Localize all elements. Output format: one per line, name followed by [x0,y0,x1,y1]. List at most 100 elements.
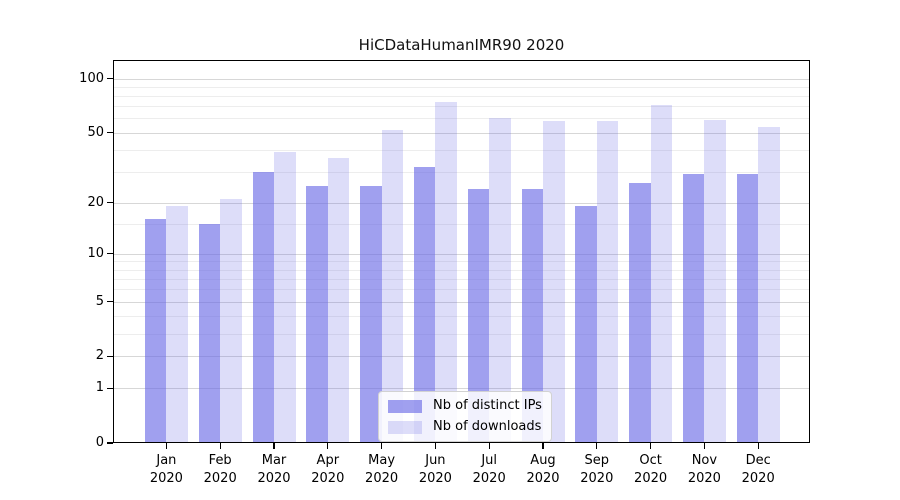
x-tick [596,443,598,449]
x-tick-label-line: 2020 [365,471,399,486]
y-tick-label: 5 [95,293,104,309]
x-tick-label: Jul 2020 [457,452,521,488]
x-tick-label: Aug 2020 [511,452,575,488]
x-tick-label: Jan 2020 [134,452,198,488]
x-tick-label-line: 2020 [472,471,506,486]
bar-downloads-may [381,129,404,443]
bar-downloads-apr [327,157,350,443]
x-tick-label-line: 2020 [203,471,237,486]
y-tick [107,78,113,80]
bar-downloads-jul [489,118,511,443]
x-tick-label-line: Mar [261,453,287,468]
y-tick [107,253,113,255]
y-tick-label: 1 [95,380,104,396]
gridline-major [113,78,810,80]
legend-label: Nb of downloads [433,419,542,434]
x-tick-label-line: 2020 [526,471,560,486]
y-tick [107,202,113,204]
bar-ips-jun [413,166,436,443]
legend: Nb of distinct IPs Nb of downloads [378,391,552,442]
bar-downloads-jun [435,102,457,443]
x-tick [488,443,490,449]
bar-downloads-nov [704,119,726,443]
x-tick-label-line: 2020 [311,471,345,486]
gridline-minor [113,118,810,120]
x-tick-label-line: Jun [425,453,446,468]
x-tick [650,443,652,449]
x-tick-label-line: 2020 [634,471,668,486]
y-tick [107,300,113,303]
y-tick [107,442,113,444]
bar-downloads-jan [166,206,188,443]
gridline-minor [113,96,810,98]
bar-ips-aug [521,188,543,443]
y-tick [107,131,113,134]
y-tick-label: 20 [87,194,104,210]
gridline-minor [113,224,810,226]
gridline-minor [113,315,810,317]
y-tick-label: 2 [95,348,104,364]
gridline-minor [113,261,810,263]
x-tick [434,443,436,449]
x-tick-label: Dec 2020 [726,452,790,488]
bar-downloads-feb [220,198,242,443]
x-tick-label: Sep 2020 [565,452,629,488]
gridline-major [113,132,810,134]
x-tick-label: Mar 2020 [242,452,306,488]
gridline-minor [113,269,810,271]
gridline-major [113,301,810,303]
x-tick [381,443,383,449]
bar-downloads-sep [596,121,619,443]
x-tick [273,443,275,449]
x-tick [327,443,329,449]
x-tick-label: Feb 2020 [188,452,252,488]
bar-ips-sep [575,206,597,443]
x-tick [542,443,544,449]
x-tick-label-line: 2020 [418,471,452,486]
y-tick-label: 10 [87,245,104,261]
legend-swatch-dark [388,399,422,413]
bar-ips-oct [629,182,651,443]
y-tick [107,355,113,357]
bar-ips-may [360,185,382,443]
x-tick-label-line: Aug [530,453,556,468]
x-tick-label-line: Feb [208,453,232,468]
plot-area [113,60,810,443]
bar-ips-feb [198,224,221,443]
y-tick-label: 100 [79,70,104,86]
bar-ips-mar [252,171,274,443]
x-tick [219,443,221,449]
x-tick-label-line: 2020 [580,471,614,486]
x-tick-label-line: Nov [691,453,718,468]
x-tick-label: Jun 2020 [403,452,467,488]
x-tick [757,443,759,449]
gridline-minor [113,289,810,291]
bar-ips-apr [306,185,328,443]
x-tick-label-line: Apr [316,453,340,468]
x-tick-label: Apr 2020 [296,452,360,488]
gridline-major [113,356,810,358]
x-tick-label-line: 2020 [257,471,291,486]
x-tick-label-line: Oct [639,453,662,468]
bar-downloads-dec [758,126,780,443]
bar-ips-nov [682,174,705,443]
bar-downloads-mar [274,151,296,443]
bar-downloads-aug [543,121,565,443]
x-tick-label: Oct 2020 [619,452,683,488]
bar-ips-jan [144,219,167,443]
y-tick-label: 50 [87,124,104,140]
x-tick-label-line: Sep [584,453,610,468]
bar-ips-jul [467,188,490,443]
bar-ips-dec [736,174,759,443]
x-tick-label-line: Dec [745,453,771,468]
gridline-major [113,202,810,204]
x-tick-label-line: May [368,453,396,468]
x-tick-label-line: Jul [481,453,498,468]
x-tick-label: Nov 2020 [672,452,736,488]
legend-item-distinct-ips: Nb of distinct IPs [388,397,542,415]
gridline-major [113,388,810,390]
x-tick [703,443,705,449]
legend-label: Nb of distinct IPs [433,398,542,413]
chart-title: HiCDataHumanIMR90 2020 [358,36,565,54]
